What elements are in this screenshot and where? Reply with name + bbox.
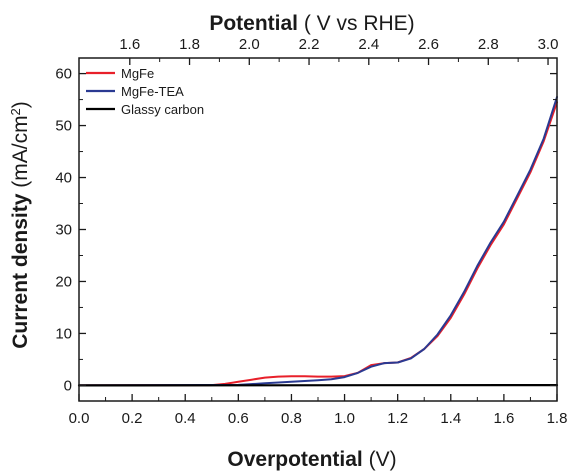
top-axis-tick-label: 2.2 (299, 36, 320, 53)
bottom-axis-tick-label: 0.2 (122, 410, 143, 427)
legend-label-mgfe-tea: MgFe-TEA (121, 84, 184, 99)
bottom-axis-tick-label: 0.8 (281, 410, 302, 427)
legend-label-glassy-carbon: Glassy carbon (121, 102, 204, 117)
y-axis-title-close: ) (9, 101, 32, 108)
bottom-axis-tick-label: 0.6 (228, 410, 249, 427)
bottom-axis-tick-label: 1.0 (334, 410, 355, 427)
top-axis-tick-label: 3.0 (538, 36, 559, 53)
legend-label-mgfe: MgFe (121, 66, 154, 81)
series-layer (77, 96, 559, 387)
top-axis-title: Potential ( V vs RHE) (209, 12, 414, 35)
y-axis-tick-label: 50 (55, 118, 72, 135)
bottom-axis-tick-label: 1.4 (440, 410, 461, 427)
top-axis-tick-label: 2.8 (478, 36, 499, 53)
series-line-mgfe (78, 101, 558, 387)
top-axis-title-unit: ( V vs RHE) (298, 12, 415, 35)
bottom-axis-tick-label: 0.0 (69, 410, 90, 427)
y-axis-tick-label: 20 (55, 273, 72, 290)
y-axis-tick-label: 30 (55, 222, 72, 239)
top-axis-tick-label: 2.0 (239, 36, 260, 53)
legend: MgFe MgFe-TEA Glassy carbon (86, 66, 204, 117)
y-axis-tick-label: 60 (55, 66, 72, 83)
bottom-axis-tick-label: 1.8 (547, 410, 568, 427)
bottom-axis-tick-label: 1.2 (387, 410, 408, 427)
y-axis-title-sup: 2 (8, 108, 23, 115)
y-axis-title-bold: Current density (9, 193, 32, 349)
y-axis-title-unit: (mA/cm (9, 115, 32, 193)
y-axis-tick-label: 40 (55, 170, 72, 187)
top-axis-tick-label: 1.8 (179, 36, 200, 53)
y-axis-tick-label: 10 (55, 325, 72, 342)
top-axis-title-bold: Potential (209, 12, 298, 35)
top-axis-tick-label: 1.6 (119, 36, 140, 53)
axes-layer: 0.0 0.2 0.4 0.6 0.8 1.0 1.2 1.4 1.6 1.8 1.6 1.8 2.0 2… (55, 36, 567, 427)
y-axis-title: Current density (mA/cm2) (8, 101, 33, 349)
axis-titles: Potential ( V vs RHE) Overpotential (V) … (8, 12, 415, 471)
bottom-axis-title-bold: Overpotential (227, 448, 362, 471)
bottom-axis-title: Overpotential (V) (227, 448, 396, 471)
series-line-mgfe-tea (78, 96, 558, 387)
top-axis-tick-label: 2.4 (358, 36, 379, 53)
bottom-axis-tick-label: 0.4 (175, 410, 196, 427)
bottom-axis-tick-label: 1.6 (493, 410, 514, 427)
top-axis-tick-label: 2.6 (418, 36, 439, 53)
bottom-axis-title-unit: (V) (363, 448, 397, 471)
y-axis-tick-label: 0 (64, 377, 72, 394)
